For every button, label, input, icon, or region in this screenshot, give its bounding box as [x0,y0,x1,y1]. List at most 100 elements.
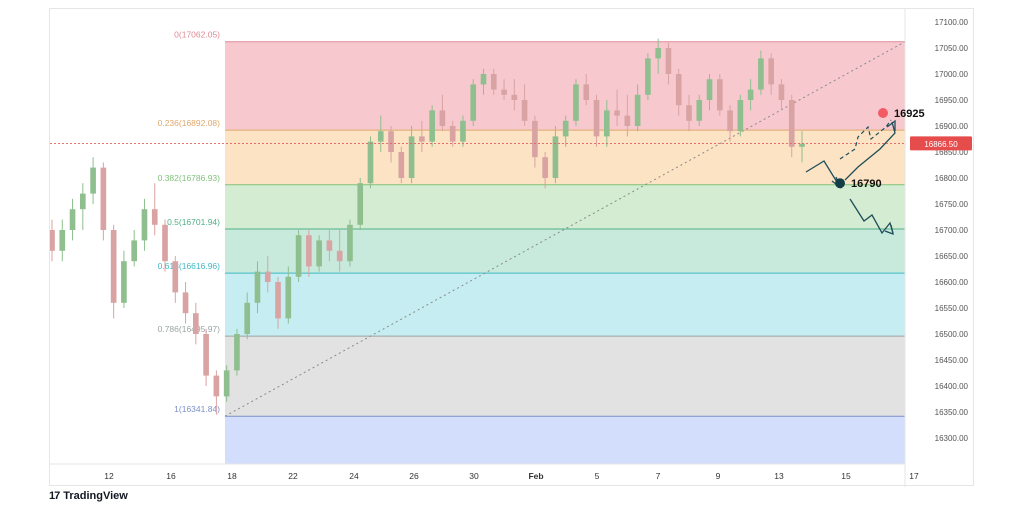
candle-body [686,105,692,121]
candle-body [593,100,600,137]
candle-body [59,230,66,251]
x-tick-label: 30 [469,471,479,481]
candle-body [449,126,456,142]
candle-body [665,48,672,74]
candle-body [419,136,425,142]
current-price-tag [910,136,972,151]
target-dot-upper [878,108,888,118]
fib-label-0.786: 0.786(16495.97) [158,324,221,334]
candle-body [264,271,271,282]
candle-body [788,100,795,147]
candle-body [285,276,292,319]
x-tick-label: 12 [104,471,114,481]
y-tick-label: 17050.00 [935,44,969,53]
tradingview-logo[interactable]: 17 TradingView [49,490,128,502]
x-tick-label: 24 [349,471,359,481]
fib-band-0.382 [225,184,905,229]
y-tick-label: 16900.00 [935,122,969,131]
candle-body [151,209,158,225]
candle-body [460,120,466,142]
candle-body [521,100,528,121]
fibonacci-chart[interactable]: 0(17062.05) 0.236(16892.08) 0.382(16786.93… [50,9,975,487]
x-tick-label: 22 [288,471,298,481]
candle-body [244,302,251,334]
y-tick-label: 16700.00 [935,226,969,235]
candle-body [408,136,415,178]
candle-body [675,74,682,106]
candle-body [747,89,754,100]
candle-body [50,230,55,251]
fib-label-0: 0(17062.05) [174,30,220,40]
candle-body [634,94,641,126]
candle-body [203,334,209,376]
fib-band-0.236 [225,130,905,185]
candle-body [429,110,435,142]
candle-body [799,143,805,147]
candle-body [377,131,384,142]
y-tick-label: 16600.00 [935,278,969,287]
current-price-label: 16866.50 [924,140,958,149]
fib-band-0 [225,41,905,131]
fib-band-0.786 [225,336,905,417]
candle-body [706,79,713,100]
fib-label-0.236: 0.236(16892.08) [158,118,221,128]
candle-body [624,115,631,126]
candle-body [768,58,775,85]
candle-body [480,74,487,85]
y-tick-label: 16850.00 [935,148,969,157]
x-tick-label: 9 [716,471,721,481]
projection-arrow-up [844,121,896,181]
y-tick-label: 16350.00 [935,408,969,417]
candle-body [542,157,548,178]
x-tick-label: 13 [774,471,784,481]
x-tick-label: 5 [595,471,600,481]
candle-body [347,224,353,262]
y-tick-label: 16450.00 [935,356,969,365]
x-tick-label: 15 [841,471,851,481]
y-tick-label: 16800.00 [935,174,969,183]
candle-body [573,84,579,121]
fib-label-0.618: 0.618(16616.96) [158,261,221,271]
fib-band-1 [225,416,905,464]
candle-body [193,313,199,334]
candle-body [141,209,148,241]
candle-body [357,183,364,225]
fib-band-0.618 [225,273,905,337]
candle-body [470,84,477,121]
projection-arrowhead [884,224,894,236]
candle-body [306,235,312,267]
candle-body [316,240,322,267]
candle-body [326,240,333,251]
y-tick-label: 16750.00 [935,200,969,209]
candle-body [69,209,76,230]
x-tick-label: 17 [909,471,919,481]
target-label-lower: 16790 [851,178,882,190]
candle-body [100,167,107,230]
y-tick-label: 17100.00 [935,18,969,27]
candle-body [778,84,785,100]
candle-body [655,48,661,59]
fib-label-0.5: 0.5(16701.94) [167,217,220,227]
chart-frame: 0(17062.05) 0.236(16892.08) 0.382(16786.93… [49,8,975,487]
candle-body [552,136,559,178]
x-tick-label: Feb [528,471,543,481]
candle-body [439,110,446,126]
candle-body [213,375,220,397]
candle-body [90,167,96,194]
y-tick-label: 16500.00 [935,330,969,339]
projection-arrow-down [805,160,841,188]
target-dot-lower [835,178,845,189]
candle-body [614,110,620,116]
projection-path-up-alt [839,119,892,160]
candle-body [234,334,240,371]
projection-arrowhead [886,119,896,131]
candle-body [645,58,651,95]
candle-body [162,224,168,262]
target-label-upper: 16925 [894,108,925,120]
x-tick-label: 18 [227,471,237,481]
y-tick-label: 16300.00 [935,434,969,443]
candle-body [603,110,610,137]
x-tick-label: 16 [166,471,176,481]
candle-body [131,240,138,262]
candle-body [398,152,405,178]
